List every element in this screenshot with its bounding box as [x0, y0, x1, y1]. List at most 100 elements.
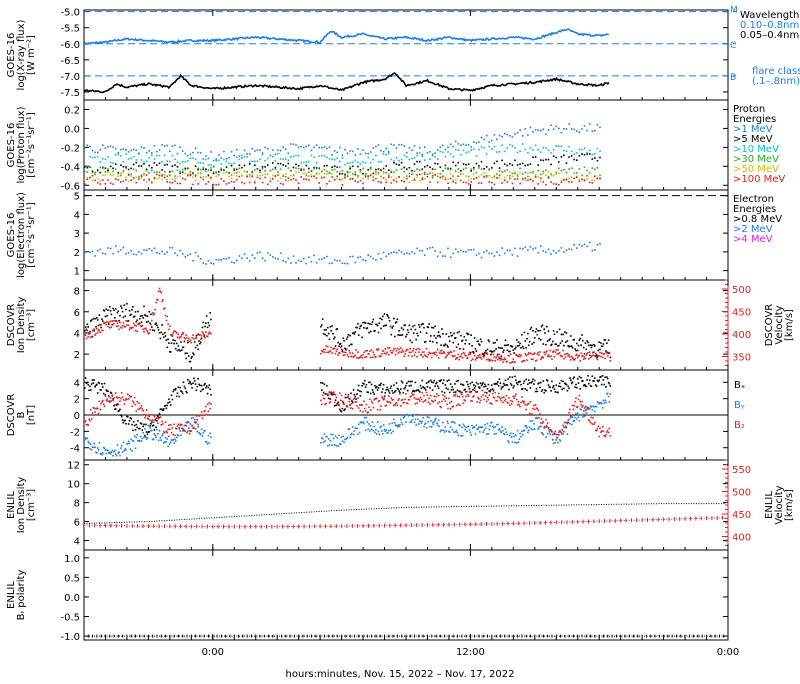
data-point — [465, 395, 467, 398]
data-point — [117, 153, 120, 156]
data-point — [497, 353, 499, 356]
data-point — [290, 175, 292, 177]
data-point — [452, 341, 454, 344]
data-point — [202, 262, 205, 264]
data-point — [324, 403, 326, 406]
data-point — [430, 399, 433, 402]
data-point — [375, 429, 377, 431]
data-point — [290, 178, 292, 181]
data-point — [122, 160, 125, 163]
data-point — [492, 396, 495, 399]
data-point — [605, 351, 607, 353]
data-point — [184, 338, 187, 340]
data-point — [121, 324, 124, 327]
data-point — [588, 419, 590, 421]
data-point — [374, 329, 376, 332]
data-point — [351, 400, 353, 402]
data-point — [339, 146, 341, 149]
data-point — [410, 384, 412, 387]
data-point — [126, 442, 128, 445]
data-point — [357, 389, 359, 391]
data-point — [326, 156, 328, 158]
data-point — [241, 166, 243, 169]
data-point — [598, 341, 600, 343]
data-point — [401, 381, 404, 384]
data-point — [233, 167, 235, 170]
data-point — [481, 383, 484, 385]
data-point — [377, 181, 380, 183]
data-point — [243, 253, 246, 255]
data-point — [390, 432, 393, 434]
data-point — [449, 167, 452, 170]
data-point — [102, 329, 104, 332]
data-point — [454, 164, 457, 167]
data-point — [538, 426, 540, 429]
data-point — [506, 349, 509, 352]
data-point — [122, 171, 125, 174]
data-point — [297, 182, 300, 184]
data-point — [382, 432, 384, 435]
data-point — [195, 335, 198, 337]
data-point — [114, 147, 117, 150]
data-point — [487, 398, 490, 401]
data-point — [552, 442, 555, 445]
data-point — [181, 424, 183, 426]
data-point — [521, 430, 523, 433]
data-point — [238, 158, 241, 161]
data-point — [392, 430, 394, 433]
data-point — [516, 429, 519, 432]
data-point — [336, 328, 338, 330]
data-point — [411, 341, 413, 344]
data-point — [201, 326, 204, 329]
data-point — [351, 177, 354, 180]
data-point — [360, 354, 363, 357]
data-point — [464, 388, 466, 391]
data-point — [143, 174, 145, 176]
data-point — [547, 426, 550, 429]
data-point — [86, 166, 89, 169]
data-point — [576, 159, 578, 161]
data-point — [212, 172, 215, 175]
data-point — [577, 382, 580, 384]
data-point — [185, 334, 187, 336]
data-point — [446, 420, 448, 423]
legend-item: Electron — [733, 194, 774, 205]
y-tick-label: -7.5 — [60, 88, 80, 99]
data-point — [541, 324, 544, 327]
data-point — [378, 322, 381, 324]
data-point — [515, 354, 518, 356]
data-point — [362, 411, 364, 413]
data-point — [452, 181, 454, 183]
data-point — [605, 386, 607, 388]
data-point — [400, 421, 403, 424]
data-point — [125, 397, 127, 400]
data-point — [576, 349, 579, 352]
data-point — [415, 389, 417, 392]
data-point — [505, 394, 508, 397]
data-point — [236, 178, 238, 181]
data-point — [400, 334, 402, 336]
data-point — [530, 413, 533, 415]
data-point — [580, 404, 582, 406]
data-point — [140, 176, 143, 179]
data-point — [594, 429, 597, 432]
data-point — [602, 343, 605, 345]
data-point — [558, 167, 560, 170]
data-point — [133, 424, 136, 427]
data-point — [509, 399, 512, 402]
data-point — [488, 141, 490, 143]
data-point — [418, 169, 421, 171]
data-point — [115, 404, 118, 406]
data-point — [562, 349, 564, 352]
data-point — [96, 169, 99, 171]
data-point — [535, 359, 538, 362]
data-point — [120, 164, 122, 166]
data-point — [125, 178, 127, 181]
data-point — [540, 177, 542, 180]
data-point — [557, 345, 559, 347]
data-point — [174, 434, 176, 437]
data-point — [485, 350, 487, 352]
data-point — [369, 168, 372, 170]
data-point — [529, 171, 532, 174]
data-point — [517, 441, 520, 443]
